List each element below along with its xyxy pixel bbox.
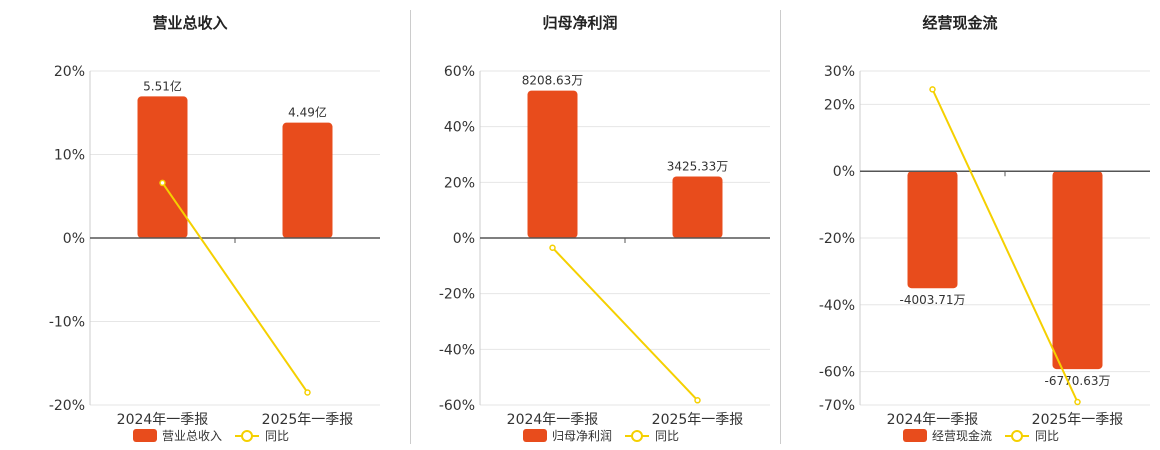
x-category-label: 2025年一季报 [652,412,744,428]
bar [282,122,333,238]
y-tick-label: 60% [444,64,475,80]
y-tick-label: 20% [824,97,855,113]
y-tick-label: 0% [63,231,85,247]
yoy-line [551,247,699,401]
legend-bar-swatch [523,429,547,442]
legend-label: 归母净利润 [552,429,612,443]
legend: 营业总收入 同比 [133,429,289,443]
chart-panel-cash-flow: 经营现金流 30% 20% 0% -20% -40% -60% -70% -4003.71万 -… [770,0,1150,450]
x-category-label: 2024年一季报 [117,412,209,428]
legend: 归母净利润 同比 [523,429,679,443]
y-tick-label: -20% [49,398,85,414]
chart-panel-revenue: 营业总收入 20% 10% 0% -10% -20% 5.51亿 4.49亿 2024年一季报… [0,0,380,450]
x-category-label: 2024年一季报 [507,412,599,428]
yoy-line [931,88,1079,403]
panel-divider [780,10,781,444]
revenue-chart: 20% 10% 0% -10% -20% 5.51亿 4.49亿 2024年一季报 2025年一… [49,64,380,443]
legend: 经营现金流 同比 [903,428,1059,443]
net-profit-chart: 60% 40% 20% 0% -20% -40% -60% 8208.63万 3425.33万 2… [439,64,770,443]
legend-label: 同比 [265,429,289,443]
bar [527,90,578,238]
y-tick-label: 20% [444,175,475,191]
y-tick-label: 0% [453,231,475,247]
legend-line-marker [241,430,253,442]
y-tick-label: 30% [824,64,855,80]
x-category-label: 2025年一季报 [1032,412,1124,428]
y-tick-label: -60% [439,398,475,414]
x-category-label: 2024年一季报 [887,412,979,428]
yoy-point [304,389,311,396]
y-tick-label: -40% [819,298,855,314]
bar-value-label: 3425.33万 [667,159,729,173]
yoy-point [549,244,556,251]
y-tick-label: -20% [819,231,855,247]
bar-value-label: 5.51亿 [143,78,182,93]
y-tick-label: -10% [49,315,85,331]
bar-value-label: -6770.63万 [1045,374,1111,388]
bar [907,171,958,289]
bar [137,96,188,238]
x-category-label: 2025年一季报 [262,412,354,428]
bar [1052,171,1103,370]
y-tick-label: 40% [444,120,475,136]
legend-label: 同比 [1035,429,1059,443]
legend-bar-swatch [903,429,927,442]
y-tick-label: 10% [54,148,85,164]
chart-panel-net-profit: 归母净利润 60% 40% 20% 0% -20% -40% -60% 8208.63万 342… [390,0,770,450]
chart-title: 营业总收入 [152,14,228,32]
bar-value-label: -4003.71万 [900,293,966,307]
legend-label: 同比 [655,429,679,443]
yoy-line [161,182,309,394]
bar-value-label: 8208.63万 [522,74,584,88]
legend-line-marker [1011,430,1023,442]
y-tick-label: -60% [819,365,855,381]
y-tick-label: -70% [819,398,855,414]
chart-title: 经营现金流 [922,14,998,32]
legend-line-marker [631,430,643,442]
panel-divider [410,10,411,444]
y-tick-label: -20% [439,287,475,303]
yoy-point [159,179,166,187]
cash-flow-chart: 30% 20% 0% -20% -40% -60% -70% -4003.71万 -6770.6… [819,64,1150,443]
yoy-point [1074,398,1081,406]
bar-value-label: 4.49亿 [288,105,327,120]
y-tick-label: 20% [54,64,85,80]
chart-title: 归母净利润 [542,14,618,32]
legend-label: 营业总收入 [162,429,222,443]
yoy-point [929,86,936,93]
y-tick-label: 0% [833,164,855,180]
bar [672,176,723,238]
y-tick-label: -40% [439,342,475,358]
legend-bar-swatch [133,429,157,442]
yoy-point [694,397,701,404]
legend-label: 经营现金流 [932,428,992,443]
